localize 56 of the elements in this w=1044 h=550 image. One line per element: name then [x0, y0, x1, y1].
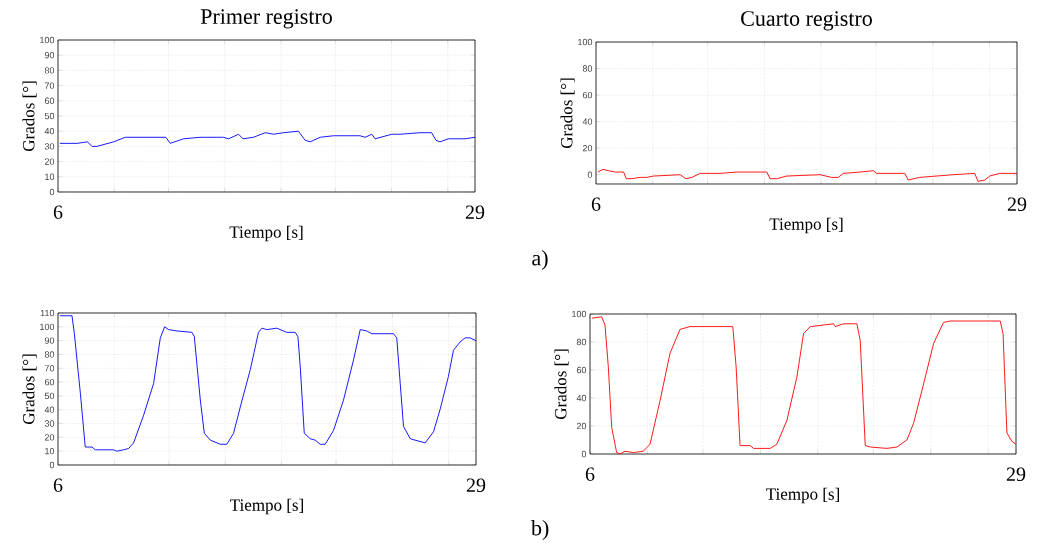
y-tick-label: 10 [45, 173, 55, 180]
y-tick-label: 80 [576, 338, 587, 346]
y-tick-label: 40 [576, 394, 587, 402]
y-tick-label: 90 [44, 337, 55, 344]
y-axis-title: Grados [°] [554, 349, 569, 420]
y-tick-label: 80 [582, 65, 593, 72]
y-tick-label: 0 [581, 450, 587, 458]
y-tick-label: 50 [44, 392, 55, 400]
x-tick-label: 6 [591, 197, 601, 211]
y-tick-label: 100 [578, 38, 593, 46]
text: a) [532, 250, 548, 270]
y-tick-label: 60 [44, 378, 55, 386]
x-tick-label: 29 [1007, 197, 1027, 211]
line-series [597, 168, 1018, 182]
y-tick-label: 50 [44, 112, 55, 120]
chart-title: Cuarto registro [741, 11, 872, 31]
y-tick-label: 70 [44, 82, 55, 89]
x-tick-label: 29 [1006, 467, 1026, 481]
y-tick-label: 100 [572, 310, 587, 318]
x-tick-label: 6 [53, 205, 63, 219]
y-tick-label: 80 [44, 67, 55, 74]
x-axis-title: Tiempo [s] [769, 217, 843, 234]
x-tick-label: 6 [53, 478, 63, 492]
y-tick-label: 100 [40, 323, 55, 331]
y-axis-title: Grados [°] [22, 81, 37, 152]
y-tick-label: 40 [582, 118, 593, 125]
y-tick-label: 0 [49, 188, 55, 196]
x-axis-title: Tiempo [s] [766, 487, 839, 504]
y-tick-label: 60 [576, 366, 587, 374]
y-tick-label: 100 [40, 36, 55, 44]
x-tick-label: 29 [465, 205, 485, 219]
y-tick-label: 60 [582, 91, 593, 99]
x-tick-label: 29 [466, 478, 486, 492]
y-tick-label: 20 [44, 434, 55, 441]
y-tick-label: 80 [44, 351, 55, 358]
chart-title: Primer registro [200, 9, 332, 29]
y-tick-label: 20 [44, 158, 55, 165]
text: b) [531, 520, 549, 540]
y-tick-label: 40 [44, 406, 55, 413]
y-tick-label: 0 [587, 171, 593, 178]
y-tick-label: 110 [40, 309, 55, 317]
y-axis-title: Grados [°] [560, 78, 575, 149]
y-tick-label: 30 [44, 143, 55, 150]
x-axis-title: Tiempo [s] [230, 498, 303, 515]
y-tick-label: 70 [44, 365, 55, 372]
y-tick-label: 90 [44, 52, 55, 59]
y-tick-label: 20 [582, 144, 593, 152]
y-tick-label: 10 [45, 447, 55, 455]
y-tick-label: 30 [44, 420, 55, 427]
y-tick-label: 0 [49, 461, 55, 469]
y-tick-label: 60 [44, 97, 55, 104]
x-tick-label: 6 [585, 467, 595, 481]
y-tick-label: 20 [576, 422, 587, 430]
x-axis-title: Tiempo [s] [229, 225, 303, 242]
y-tick-label: 40 [44, 128, 55, 135]
y-axis-title: Grados [°] [22, 354, 37, 425]
